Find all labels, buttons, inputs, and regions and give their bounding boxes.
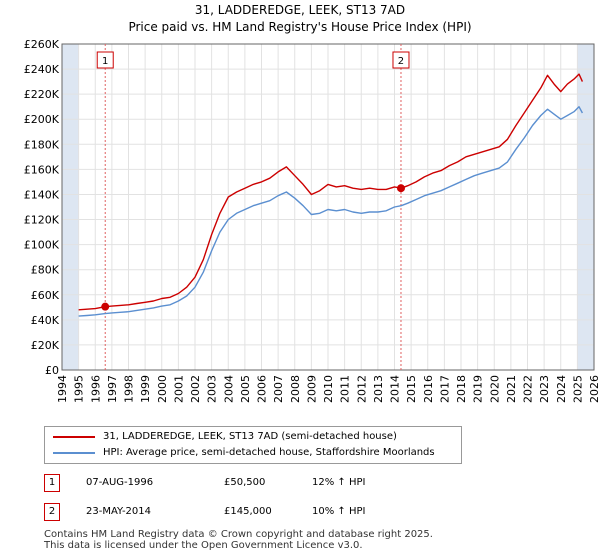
x-tick-label: 1999	[139, 375, 152, 403]
x-tick-label: 1995	[73, 375, 86, 403]
sale-point-1	[101, 302, 110, 311]
sale-price: £145,000	[224, 506, 272, 517]
x-tick-label: 2000	[156, 375, 169, 403]
x-tick-label: 1998	[123, 375, 136, 403]
x-tick-label: 2025	[571, 375, 584, 403]
sale-hpi-change: 10% ↑ HPI	[312, 506, 366, 517]
y-tick-label: £180K	[24, 138, 60, 151]
legend-label-hpi: HPI: Average price, semi-detached house,…	[103, 447, 435, 458]
x-tick-label: 2002	[189, 375, 202, 403]
sale-marker-box-1	[96, 51, 114, 69]
legend-label-property: 31, LADDEREDGE, LEEK, ST13 7AD (semi-det…	[103, 431, 397, 442]
series-line-property	[78, 73, 584, 311]
y-tick-label: £0	[45, 364, 59, 377]
x-tick-label: 1997	[106, 375, 119, 403]
sale-marker-label-2: 2	[398, 56, 404, 67]
footer: Contains HM Land Registry data © Crown c…	[44, 529, 433, 551]
plot-area-border	[61, 43, 595, 371]
y-tick-label: £80K	[31, 264, 60, 277]
y-tick-label: £220K	[24, 88, 60, 101]
legend: 31, LADDEREDGE, LEEK, ST13 7AD (semi-det…	[44, 426, 462, 464]
x-tick-label: 2026	[588, 375, 600, 403]
sale-marker-box-2	[392, 51, 410, 69]
x-tick-label: 2011	[339, 375, 352, 403]
chart-title: 31, LADDEREDGE, LEEK, ST13 7AD	[194, 3, 406, 17]
sale-hpi-change: 12% ↑ HPI	[312, 477, 366, 488]
x-tick-label: 2018	[455, 375, 468, 403]
x-tick-label: 2015	[405, 375, 418, 403]
x-tick-label: 2017	[438, 375, 451, 403]
price-chart: £0 £20K £40K £60K £80K £100K £120K £140K £160K £1…	[24, 38, 600, 403]
sale-point-2	[396, 184, 405, 193]
shaded-region-1	[62, 44, 79, 370]
y-tick-label: £240K	[24, 63, 60, 76]
x-tick-label: 2023	[538, 375, 551, 403]
legend-swatch-property	[53, 436, 95, 438]
y-tick-label: £160K	[24, 163, 60, 176]
x-tick-label: 2003	[206, 375, 219, 403]
x-tick-label: 2012	[355, 375, 368, 403]
y-tick-label: £140K	[24, 188, 60, 201]
footer-line-1: Contains HM Land Registry data © Crown c…	[44, 529, 433, 540]
x-tick-label: 2006	[256, 375, 269, 403]
x-tick-label: 2009	[305, 375, 318, 403]
x-tick-label: 2001	[172, 375, 185, 403]
sale-date: 23-MAY-2014	[86, 506, 152, 517]
sale-price: £50,500	[224, 477, 266, 488]
y-tick-label: £100K	[24, 239, 60, 252]
series-line-hpi	[78, 105, 584, 317]
legend-swatch-hpi	[53, 452, 95, 454]
x-tick-label: 2024	[555, 375, 568, 403]
chart-subtitle: Price paid vs. HM Land Registry's House …	[128, 20, 472, 34]
y-tick-label: £20K	[31, 339, 60, 352]
x-tick-label: 1994	[56, 375, 69, 403]
y-tick-label: £60K	[31, 289, 60, 302]
legend-item-property: 31, LADDEREDGE, LEEK, ST13 7AD (semi-det…	[53, 430, 397, 444]
sale-date: 07-AUG-1996	[86, 477, 154, 488]
x-tick-label: 2005	[239, 375, 252, 403]
x-tick-label: 2020	[488, 375, 501, 403]
y-tick-label: £260K	[24, 38, 60, 51]
x-tick-label: 2008	[289, 375, 302, 403]
y-tick-label: £120K	[24, 214, 60, 227]
x-tick-label: 2007	[272, 375, 285, 403]
x-tick-label: 1996	[89, 375, 102, 403]
y-tick-label: £200K	[24, 113, 60, 126]
sale-number-badge: 1	[44, 474, 60, 492]
y-tick-label: £40K	[31, 314, 60, 327]
x-tick-label: 2013	[372, 375, 385, 403]
x-tick-label: 2022	[522, 375, 535, 403]
x-tick-label: 2004	[222, 375, 235, 403]
x-tick-label: 2010	[322, 375, 335, 403]
chart-title-block: 31, LADDEREDGE, LEEK, ST13 7AD Price pai…	[0, 2, 600, 36]
sale-marker-label-1: 1	[102, 56, 108, 67]
footer-line-2: This data is licensed under the Open Gov…	[44, 540, 363, 551]
x-tick-label: 2021	[505, 375, 518, 403]
sale-number-badge: 2	[44, 503, 60, 521]
legend-item-hpi: HPI: Average price, semi-detached house,…	[53, 446, 435, 460]
shaded-region-2	[577, 44, 594, 370]
x-tick-label: 2016	[422, 375, 435, 403]
x-tick-label: 2014	[389, 375, 402, 403]
x-tick-label: 2019	[472, 375, 485, 403]
